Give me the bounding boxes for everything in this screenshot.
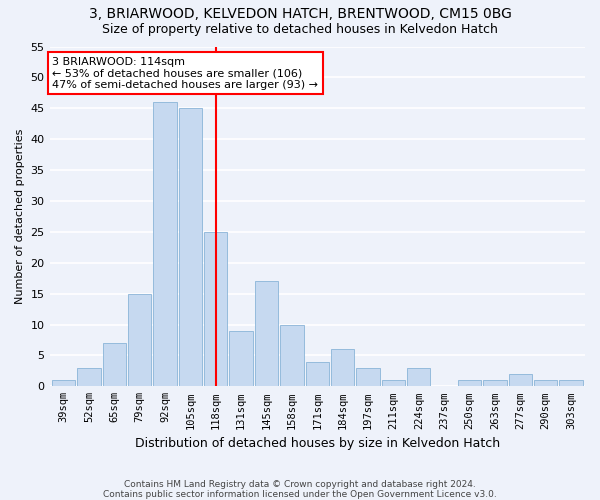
Bar <box>331 349 355 387</box>
Bar <box>356 368 380 386</box>
Bar <box>559 380 583 386</box>
Y-axis label: Number of detached properties: Number of detached properties <box>15 128 25 304</box>
Bar <box>52 380 75 386</box>
Bar <box>154 102 176 387</box>
Bar <box>534 380 557 386</box>
Text: Contains HM Land Registry data © Crown copyright and database right 2024.: Contains HM Land Registry data © Crown c… <box>124 480 476 489</box>
Bar <box>128 294 151 386</box>
Text: Size of property relative to detached houses in Kelvedon Hatch: Size of property relative to detached ho… <box>102 22 498 36</box>
Bar <box>103 343 126 386</box>
Text: Contains public sector information licensed under the Open Government Licence v3: Contains public sector information licen… <box>103 490 497 499</box>
Bar <box>407 368 430 386</box>
Bar <box>382 380 405 386</box>
Bar <box>509 374 532 386</box>
Bar <box>458 380 481 386</box>
Bar <box>229 330 253 386</box>
Bar <box>280 324 304 386</box>
X-axis label: Distribution of detached houses by size in Kelvedon Hatch: Distribution of detached houses by size … <box>135 437 500 450</box>
Bar <box>255 282 278 387</box>
Bar <box>204 232 227 386</box>
Bar <box>77 368 101 386</box>
Text: 3, BRIARWOOD, KELVEDON HATCH, BRENTWOOD, CM15 0BG: 3, BRIARWOOD, KELVEDON HATCH, BRENTWOOD,… <box>89 8 511 22</box>
Bar <box>305 362 329 386</box>
Bar <box>179 108 202 386</box>
Bar <box>483 380 506 386</box>
Text: 3 BRIARWOOD: 114sqm
← 53% of detached houses are smaller (106)
47% of semi-detac: 3 BRIARWOOD: 114sqm ← 53% of detached ho… <box>52 56 318 90</box>
